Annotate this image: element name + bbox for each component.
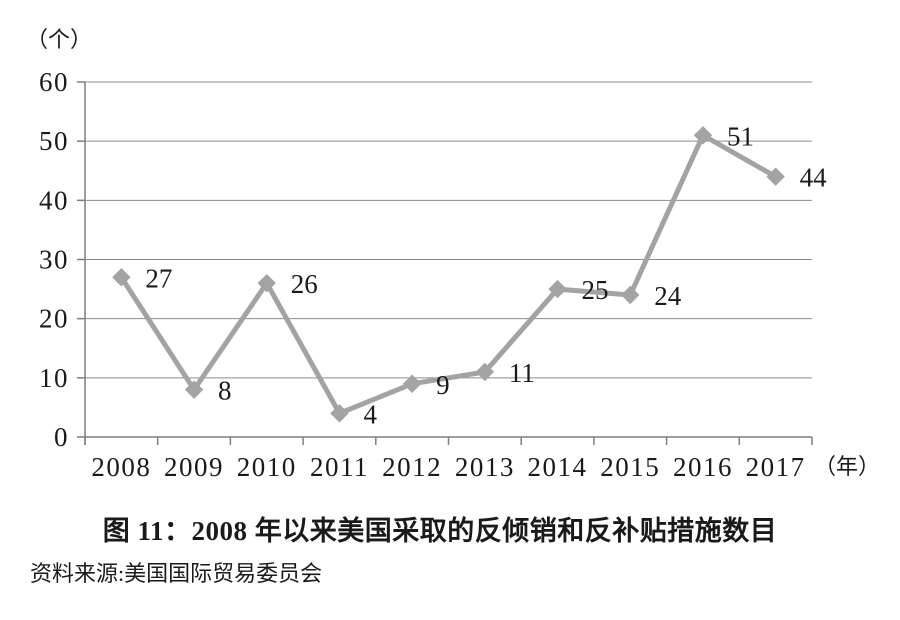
x-tick-label: 2008 bbox=[91, 452, 151, 482]
data-point-marker bbox=[475, 362, 495, 382]
data-value-label: 24 bbox=[654, 281, 682, 311]
data-point-marker bbox=[330, 404, 349, 423]
data-point-marker bbox=[621, 285, 640, 305]
data-value-label: 51 bbox=[727, 121, 754, 151]
y-tick-label: 60 bbox=[39, 67, 69, 97]
data-point-marker bbox=[257, 273, 276, 293]
data-value-label: 9 bbox=[436, 370, 450, 400]
y-tick-label: 0 bbox=[54, 422, 69, 452]
data-point-marker bbox=[693, 126, 713, 145]
x-tick-label: 2010 bbox=[237, 452, 297, 482]
data-value-label: 26 bbox=[291, 269, 318, 299]
line-chart: 0 10 20 30 40 50 60 2008 2009 2010 2011 2012 2013 201… bbox=[39, 67, 880, 482]
x-tick-label: 2017 bbox=[746, 452, 806, 482]
data-point-marker bbox=[112, 268, 131, 287]
x-tick-label: 2012 bbox=[382, 452, 442, 482]
data-value-label: 27 bbox=[145, 263, 172, 293]
data-point-marker bbox=[766, 167, 785, 186]
x-tick-label: 2015 bbox=[600, 452, 660, 482]
data-value-label: 4 bbox=[363, 399, 377, 429]
y-tick-label: 40 bbox=[39, 185, 69, 215]
y-tick-label: 10 bbox=[39, 363, 69, 393]
data-value-label: 44 bbox=[800, 163, 828, 193]
y-tick-label: 30 bbox=[39, 245, 69, 275]
chart-source-note: 资料来源:美国国际贸易委员会 bbox=[30, 561, 323, 586]
data-point-marker bbox=[548, 279, 567, 299]
data-value-label: 25 bbox=[582, 275, 609, 305]
x-tick-label: 2009 bbox=[164, 452, 224, 482]
data-point-marker bbox=[184, 380, 204, 399]
y-tick-label: 50 bbox=[39, 126, 69, 156]
data-value-label: 8 bbox=[218, 376, 232, 406]
y-tick-label: 20 bbox=[39, 304, 69, 334]
y-axis-unit-label: （个） bbox=[26, 27, 93, 52]
data-point-marker bbox=[402, 374, 422, 393]
x-tick-label: 2011 bbox=[310, 452, 369, 482]
series-line bbox=[119, 131, 777, 417]
x-axis-unit-label: （年） bbox=[814, 454, 880, 479]
x-tick-label: 2016 bbox=[673, 452, 733, 482]
x-tick-label: 2013 bbox=[455, 452, 515, 482]
chart-title: 图 11：2008 年以来美国采取的反倾销和反补贴措施数目 bbox=[102, 516, 778, 546]
data-value-label: 11 bbox=[509, 358, 535, 388]
x-tick-label: 2014 bbox=[528, 452, 588, 482]
